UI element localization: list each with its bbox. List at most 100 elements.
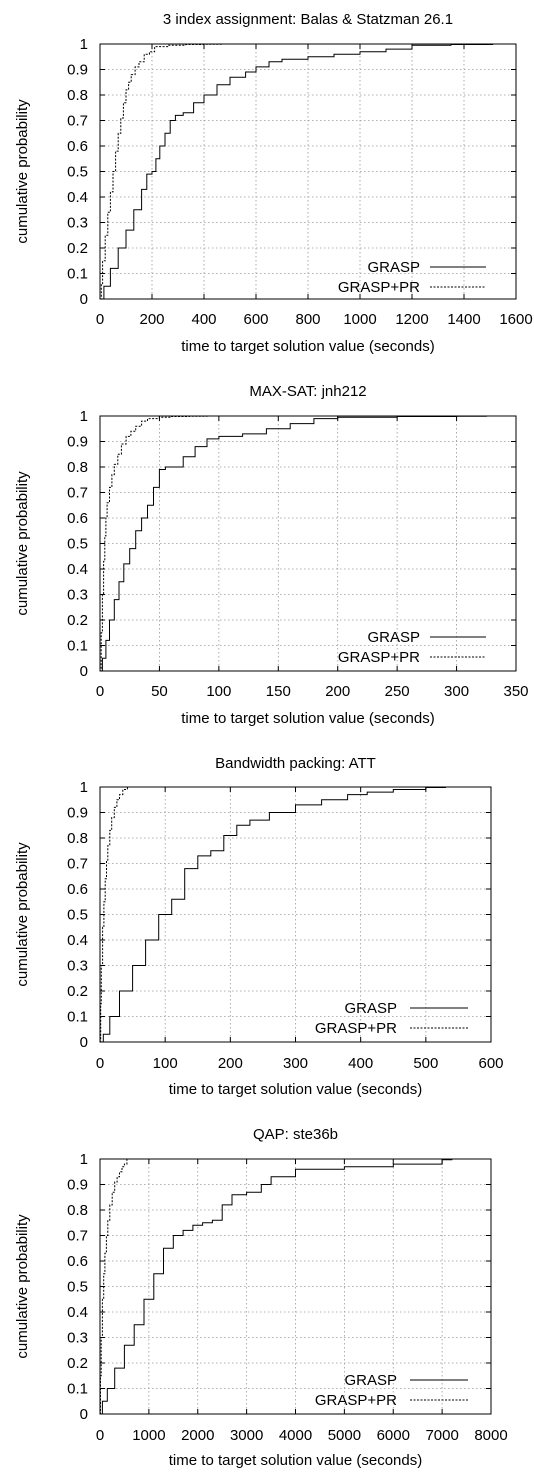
- x-tick-label: 100: [153, 1055, 178, 1072]
- legend-label: GRASP+PR: [315, 1392, 397, 1409]
- y-tick-label: 0.2: [67, 983, 88, 1000]
- series-line-grasp: [100, 787, 446, 1043]
- y-tick-label: 1: [80, 779, 88, 796]
- x-tick-label: 250: [385, 683, 410, 700]
- legend-label: GRASP: [344, 1000, 397, 1017]
- x-tick-label: 150: [266, 683, 291, 700]
- y-tick-label: 0.3: [67, 958, 88, 975]
- x-tick-label: 200: [325, 683, 350, 700]
- y-tick-label: 0.9: [67, 62, 88, 79]
- legend-label: GRASP: [367, 629, 420, 646]
- y-tick-label: 0.9: [67, 805, 88, 822]
- series-line-grasp-pr: [100, 415, 208, 672]
- x-tick-label: 500: [413, 1055, 438, 1072]
- legend-label: GRASP+PR: [315, 1020, 397, 1037]
- series-line-grasp-pr: [100, 1159, 128, 1415]
- y-tick-label: 0.6: [67, 1253, 88, 1270]
- y-tick-label: 0.1: [67, 638, 88, 655]
- y-tick-label: 0.2: [67, 240, 88, 257]
- y-tick-label: 0.7: [67, 485, 88, 502]
- y-tick-label: 1: [80, 36, 88, 53]
- y-tick-label: 1: [80, 408, 88, 425]
- x-axis-label: time to target solution value (seconds): [181, 710, 434, 727]
- x-tick-label: 0: [96, 1055, 104, 1072]
- x-tick-label: 300: [283, 1055, 308, 1072]
- y-axis-label: cumulative probability: [14, 842, 31, 987]
- x-tick-label: 3000: [230, 1427, 263, 1444]
- chart-panel-2: 0 50 100 150 200 250 300 350 0 0.1 0.2 0.3 0.4 0.5 0.6…: [14, 383, 529, 727]
- chart-title: QAP: ste36b: [253, 1126, 338, 1143]
- y-tick-label: 0.3: [67, 1330, 88, 1347]
- y-tick-label: 0.2: [67, 612, 88, 629]
- x-tick-label: 8000: [474, 1427, 507, 1444]
- y-tick-label: 0.2: [67, 1355, 88, 1372]
- y-axis-label: cumulative probability: [14, 471, 31, 616]
- x-axis-label: time to target solution value (seconds): [169, 1081, 422, 1098]
- x-tick-label: 600: [478, 1055, 503, 1072]
- y-tick-label: 0.4: [67, 932, 88, 949]
- x-tick-label: 1000: [343, 311, 376, 328]
- y-tick-label: 0.7: [67, 1228, 88, 1245]
- x-axis-label: time to target solution value (seconds): [181, 338, 434, 355]
- y-tick-label: 0.9: [67, 1177, 88, 1194]
- x-tick-label: 6000: [377, 1427, 410, 1444]
- y-tick-label: 0.1: [67, 266, 88, 283]
- x-tick-label: 0: [96, 311, 104, 328]
- x-tick-label: 1000: [132, 1427, 165, 1444]
- series-line-grasp: [100, 415, 487, 672]
- chart-panel-3: 0 100 200 300 400 500 600 0 0.1 0.2 0.3 0.4 0.5 0.6 0.…: [14, 755, 504, 1098]
- y-tick-label: 0.4: [67, 1304, 88, 1321]
- x-tick-label: 4000: [279, 1427, 312, 1444]
- chart-title: Bandwidth packing: ATT: [215, 755, 376, 772]
- y-tick-label: 0.4: [67, 189, 88, 206]
- x-tick-label: 5000: [328, 1427, 361, 1444]
- x-tick-label: 200: [139, 311, 164, 328]
- y-tick-label: 0.4: [67, 561, 88, 578]
- y-tick-label: 0.6: [67, 881, 88, 898]
- legend-label: GRASP+PR: [338, 279, 420, 296]
- series-line-grasp: [100, 44, 494, 300]
- y-tick-label: 0.8: [67, 1202, 88, 1219]
- y-tick-label: 0.5: [67, 907, 88, 924]
- y-tick-label: 0: [80, 1406, 88, 1423]
- x-tick-label: 0: [96, 683, 104, 700]
- y-tick-label: 0: [80, 1034, 88, 1051]
- y-axis-label: cumulative probability: [14, 1214, 31, 1359]
- chart-title: 3 index assignment: Balas & Statzman 26.…: [163, 11, 453, 28]
- chart-title: MAX-SAT: jnh212: [249, 383, 366, 400]
- y-tick-label: 0.5: [67, 536, 88, 553]
- chart-panel-4: 0 1000 2000 3000 4000 5000 6000 7000 8000 0 0.1 0.2…: [14, 1126, 508, 1469]
- x-tick-label: 400: [348, 1055, 373, 1072]
- x-tick-label: 800: [295, 311, 320, 328]
- y-tick-label: 0.6: [67, 510, 88, 527]
- x-tick-label: 200: [218, 1055, 243, 1072]
- x-axis-label: time to target solution value (seconds): [169, 1452, 422, 1469]
- x-tick-label: 100: [206, 683, 231, 700]
- y-axis-label: cumulative probability: [14, 99, 31, 244]
- x-tick-label: 0: [96, 1427, 104, 1444]
- y-tick-label: 0.1: [67, 1009, 88, 1026]
- y-tick-label: 0.8: [67, 830, 88, 847]
- y-tick-label: 0.1: [67, 1381, 88, 1398]
- x-tick-label: 1400: [447, 311, 480, 328]
- series-line-grasp: [100, 1159, 453, 1415]
- x-tick-label: 7000: [425, 1427, 458, 1444]
- y-tick-label: 0.3: [67, 215, 88, 232]
- legend-label: GRASP+PR: [338, 649, 420, 666]
- x-tick-label: 50: [151, 683, 168, 700]
- legend-label: GRASP: [344, 1372, 397, 1389]
- y-tick-label: 0.9: [67, 434, 88, 451]
- y-tick-label: 0.7: [67, 856, 88, 873]
- y-tick-label: 0.3: [67, 587, 88, 604]
- y-tick-label: 0: [80, 291, 88, 308]
- y-tick-label: 0.6: [67, 138, 88, 155]
- x-tick-label: 2000: [181, 1427, 214, 1444]
- y-tick-label: 0.8: [67, 87, 88, 104]
- x-tick-label: 300: [444, 683, 469, 700]
- x-tick-label: 400: [191, 311, 216, 328]
- x-tick-label: 350: [503, 683, 528, 700]
- x-tick-label: 1200: [395, 311, 428, 328]
- chart-panel-1: 0 200 400 600 800 1000 1200 1400 1600 0 0.1 0.2 0.3 0…: [14, 11, 533, 355]
- series-line-grasp-pr: [100, 787, 128, 1043]
- y-tick-label: 1: [80, 1151, 88, 1168]
